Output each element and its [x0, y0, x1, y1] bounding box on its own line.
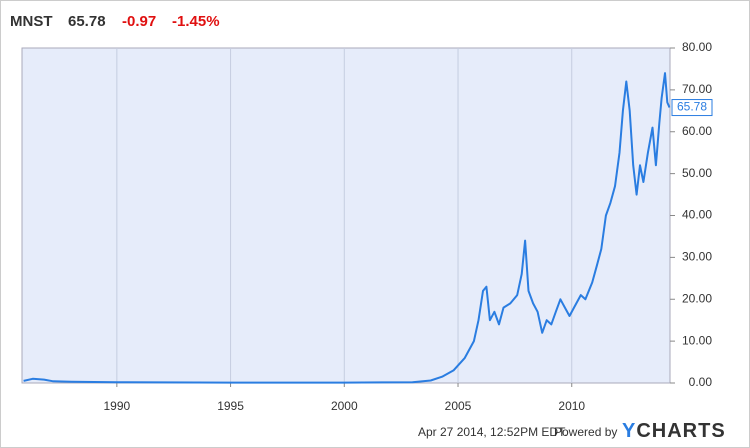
- x-tick-label: 1990: [103, 399, 130, 413]
- powered-by: Powered by: [554, 425, 617, 439]
- y-tick-label: 50.00: [682, 166, 712, 180]
- symbol: MNST: [10, 13, 53, 30]
- change: -0.97: [122, 13, 156, 30]
- y-tick-label: 40.00: [682, 208, 712, 222]
- last-value-box: [671, 99, 713, 117]
- y-tick-label: 30.00: [682, 250, 712, 264]
- x-tick-label: 2010: [558, 399, 585, 413]
- y-tick-label: 80.00: [682, 40, 712, 54]
- y-tick-label: 10.00: [682, 333, 712, 347]
- plot-area: [21, 47, 671, 384]
- y-tick-label: 0.00: [689, 375, 713, 389]
- price-line: [23, 72, 671, 384]
- change-pct: -1.45%: [172, 13, 220, 30]
- brand: YCHARTS: [622, 420, 726, 442]
- y-tick-label: 20.00: [682, 291, 712, 305]
- x-tick-label: 2005: [445, 399, 472, 413]
- x-tick-label: 1995: [217, 399, 244, 413]
- y-tick-label: 70.00: [682, 82, 712, 96]
- price: 65.78: [68, 13, 106, 30]
- x-tick-label: 2000: [331, 399, 358, 413]
- timestamp: Apr 27 2014, 12:52PM EDT.: [418, 425, 567, 439]
- y-tick-label: 60.00: [682, 124, 712, 138]
- last-value-label: 65.78: [677, 100, 707, 114]
